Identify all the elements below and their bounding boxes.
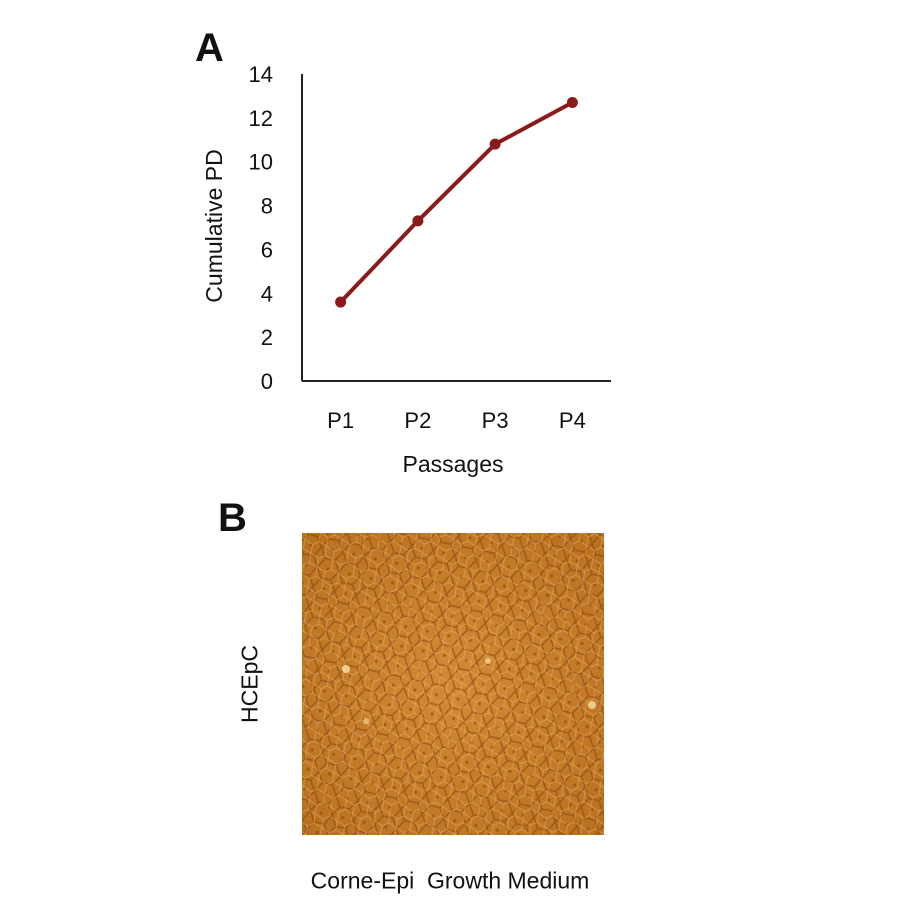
medium-label: Corne-Epi Growth Medium (310, 867, 590, 894)
line-chart: 0 2 4 6 8 10 12 14 P1 P2 P3 P4 Cumulative PD Passa… (201, 62, 611, 477)
y-tick-label: 10 (249, 150, 273, 175)
data-series (335, 97, 578, 308)
y-tick-label: 0 (261, 369, 273, 394)
series-line (339, 100, 574, 304)
y-tick-labels: 0 2 4 6 8 10 12 14 (249, 62, 273, 394)
data-point (412, 215, 424, 227)
bright-cell-spot (485, 658, 491, 664)
y-tick-label: 8 (261, 194, 273, 219)
x-tick-label: P4 (559, 408, 586, 433)
y-tick-label: 2 (261, 325, 273, 350)
data-point (335, 296, 347, 308)
x-tick-label: P1 (327, 408, 354, 433)
y-tick-label: 6 (261, 237, 273, 262)
y-tick-label: 4 (261, 281, 273, 306)
micrograph-cells-layer-2 (302, 533, 604, 835)
x-axis-title: Passages (402, 451, 503, 477)
y-tick-label: 12 (249, 106, 273, 131)
bright-cell-spot (363, 718, 369, 724)
x-tick-label: P3 (482, 408, 509, 433)
x-tick-labels: P1 P2 P3 P4 (327, 408, 586, 433)
cell-micrograph-image (302, 533, 604, 835)
data-point (566, 97, 578, 109)
panel-label-b: B (218, 496, 247, 540)
x-tick-label: P2 (404, 408, 431, 433)
y-axis-title: Cumulative PD (201, 149, 227, 302)
y-tick-label: 14 (249, 62, 273, 87)
cell-type-label: HCEpC (236, 645, 263, 723)
panel-label-a: A (195, 26, 224, 70)
bright-cell-spot (588, 701, 596, 709)
data-point (489, 138, 501, 150)
bright-cell-spot (342, 665, 350, 673)
